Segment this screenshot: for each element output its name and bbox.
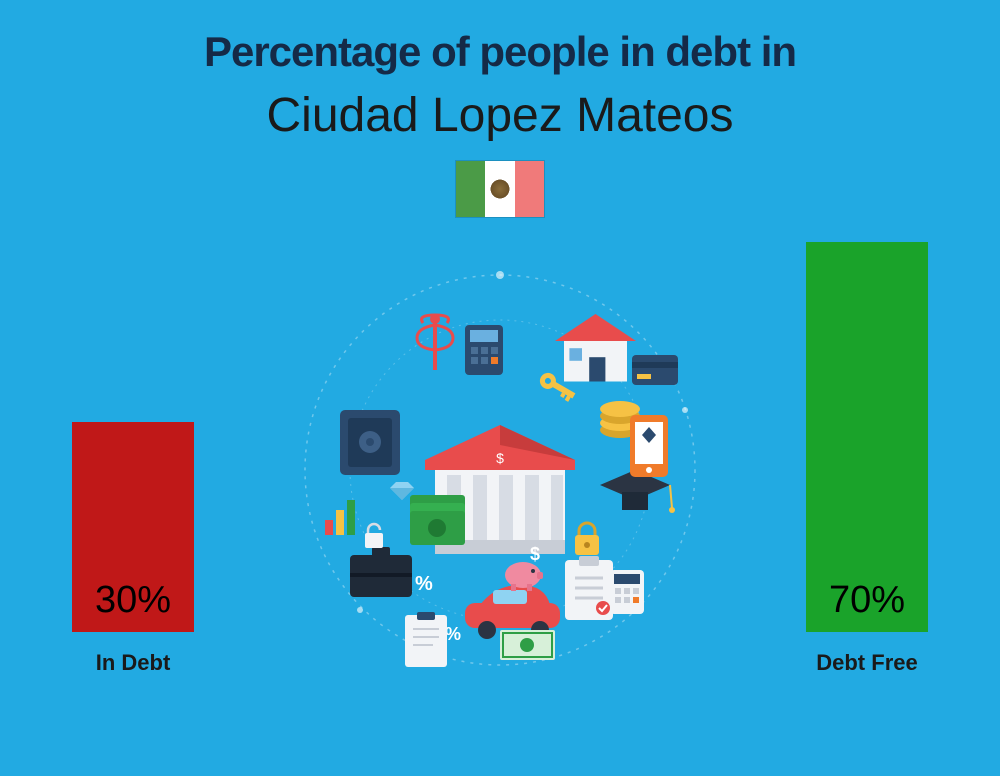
bar-label-in-debt: In Debt <box>96 650 171 676</box>
briefcase-icon <box>350 547 412 597</box>
bar-in-debt: 30% In Debt <box>72 422 194 676</box>
clipboard-icon <box>565 556 613 620</box>
svg-text:%: % <box>415 573 433 595</box>
flag-stripe-white <box>485 161 514 217</box>
phone-icon <box>630 415 668 477</box>
svg-text:$: $ <box>530 544 540 564</box>
mexico-flag-icon <box>455 160 545 218</box>
flag-stripe-green <box>456 161 485 217</box>
flag-stripe-red <box>515 161 544 217</box>
flag-emblem-icon <box>489 178 511 200</box>
bar-rect-debt-free: 70% <box>806 242 928 632</box>
page-title: Percentage of people in debt in <box>0 28 1000 76</box>
bar-debt-free: 70% Debt Free <box>806 242 928 676</box>
calculator2-icon <box>610 570 644 614</box>
mini-chart-icon <box>325 500 355 535</box>
page-subtitle: Ciudad Lopez Mateos <box>0 88 1000 143</box>
bar-rect-in-debt: 30% <box>72 422 194 632</box>
calculator-icon <box>465 325 503 375</box>
padlock-icon <box>575 523 599 555</box>
bill-icon <box>500 630 555 660</box>
bar-label-debt-free: Debt Free <box>816 650 917 676</box>
bar-value-debt-free: 70% <box>829 579 905 632</box>
svg-text:%: % <box>445 624 461 644</box>
house-icon <box>555 314 636 382</box>
cash-stack-icon <box>410 495 465 545</box>
finance-illustration: $ <box>290 260 710 680</box>
card-icon <box>632 355 678 385</box>
svg-text:$: $ <box>496 450 504 466</box>
finance-illustration-svg: $ <box>290 260 710 680</box>
safe-icon <box>340 410 400 475</box>
clipboard2-icon <box>405 612 447 667</box>
padlock-open-icon <box>365 524 383 548</box>
bar-value-in-debt: 30% <box>95 579 171 632</box>
